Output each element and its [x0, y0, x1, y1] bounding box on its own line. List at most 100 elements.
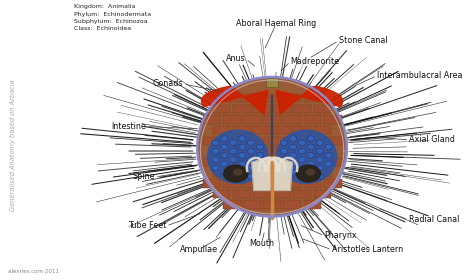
Ellipse shape — [307, 153, 314, 158]
Ellipse shape — [316, 157, 323, 162]
Polygon shape — [276, 87, 343, 114]
Bar — [223, 115, 241, 124]
Ellipse shape — [281, 157, 288, 162]
Ellipse shape — [212, 157, 219, 162]
Polygon shape — [276, 130, 337, 183]
Bar — [324, 158, 342, 166]
Bar — [202, 137, 220, 145]
Ellipse shape — [230, 174, 237, 179]
Bar — [293, 126, 311, 134]
Bar — [243, 115, 261, 124]
Ellipse shape — [230, 148, 237, 154]
Bar — [273, 147, 291, 156]
Bar — [314, 147, 331, 156]
Bar — [273, 190, 291, 198]
Text: Spine: Spine — [132, 172, 155, 181]
Ellipse shape — [298, 165, 306, 171]
Bar — [293, 105, 311, 113]
Ellipse shape — [212, 140, 219, 146]
Text: Gonads: Gonads — [153, 80, 183, 88]
Ellipse shape — [316, 148, 323, 154]
Bar — [213, 190, 230, 198]
Text: Intestine: Intestine — [111, 122, 146, 131]
Bar — [263, 200, 281, 209]
Ellipse shape — [316, 140, 323, 146]
Bar — [202, 158, 220, 166]
Ellipse shape — [230, 157, 237, 162]
Ellipse shape — [290, 169, 297, 175]
Bar — [293, 147, 311, 156]
Bar — [324, 137, 342, 145]
Bar — [233, 105, 251, 113]
Bar — [253, 105, 271, 113]
Text: Kingdom:  Animalia
Phylum:  Echinodermata
Subphylum:  Echinozoa
Class:  Echinoid: Kingdom: Animalia Phylum: Echinodermata … — [74, 4, 151, 31]
Bar — [303, 115, 321, 124]
Polygon shape — [197, 77, 347, 216]
Circle shape — [234, 169, 242, 175]
Ellipse shape — [290, 136, 297, 141]
Ellipse shape — [325, 153, 332, 158]
Ellipse shape — [256, 153, 264, 158]
Bar — [253, 147, 271, 156]
Ellipse shape — [307, 161, 314, 167]
Bar — [213, 126, 230, 134]
Circle shape — [306, 169, 314, 175]
Bar — [233, 126, 251, 134]
Bar — [314, 105, 331, 113]
Text: Radial Canal: Radial Canal — [409, 215, 459, 224]
Bar — [263, 115, 281, 124]
Ellipse shape — [290, 161, 297, 167]
Bar — [324, 115, 342, 124]
Bar — [202, 179, 220, 188]
Bar — [273, 169, 291, 177]
Bar — [233, 147, 251, 156]
Text: Aboral Haemal Ring: Aboral Haemal Ring — [236, 19, 316, 28]
Text: Anus: Anus — [226, 54, 246, 63]
Ellipse shape — [307, 169, 314, 175]
Ellipse shape — [212, 148, 219, 154]
Ellipse shape — [212, 165, 219, 171]
Ellipse shape — [238, 136, 246, 141]
Ellipse shape — [307, 144, 314, 150]
Circle shape — [296, 165, 320, 182]
Ellipse shape — [238, 161, 246, 167]
Bar — [283, 137, 301, 145]
Bar — [243, 94, 261, 102]
Bar — [223, 137, 241, 145]
Polygon shape — [252, 157, 270, 190]
Polygon shape — [274, 157, 292, 190]
Text: alexries.com 2011: alexries.com 2011 — [9, 269, 59, 274]
Ellipse shape — [230, 140, 237, 146]
Bar — [303, 137, 321, 145]
Ellipse shape — [281, 165, 288, 171]
Circle shape — [224, 165, 248, 182]
Ellipse shape — [325, 144, 332, 150]
Text: Madreporite: Madreporite — [290, 57, 339, 66]
Ellipse shape — [221, 144, 228, 150]
Bar — [263, 94, 281, 102]
Bar — [253, 126, 271, 134]
Ellipse shape — [298, 140, 306, 146]
Ellipse shape — [325, 161, 332, 167]
Ellipse shape — [298, 174, 306, 179]
Bar — [273, 105, 291, 113]
Bar — [223, 158, 241, 166]
Bar — [283, 94, 301, 102]
Ellipse shape — [256, 161, 264, 167]
Bar — [273, 126, 291, 134]
Bar — [283, 115, 301, 124]
Ellipse shape — [281, 148, 288, 154]
Ellipse shape — [290, 144, 297, 150]
Ellipse shape — [238, 169, 246, 175]
Ellipse shape — [221, 153, 228, 158]
Bar — [213, 147, 230, 156]
Ellipse shape — [256, 144, 264, 150]
Text: Mouth: Mouth — [249, 239, 274, 248]
Bar — [233, 190, 251, 198]
Ellipse shape — [221, 136, 228, 141]
Bar — [243, 158, 261, 166]
Ellipse shape — [298, 148, 306, 154]
Bar — [213, 169, 230, 177]
Bar — [263, 179, 281, 188]
Ellipse shape — [298, 157, 306, 162]
